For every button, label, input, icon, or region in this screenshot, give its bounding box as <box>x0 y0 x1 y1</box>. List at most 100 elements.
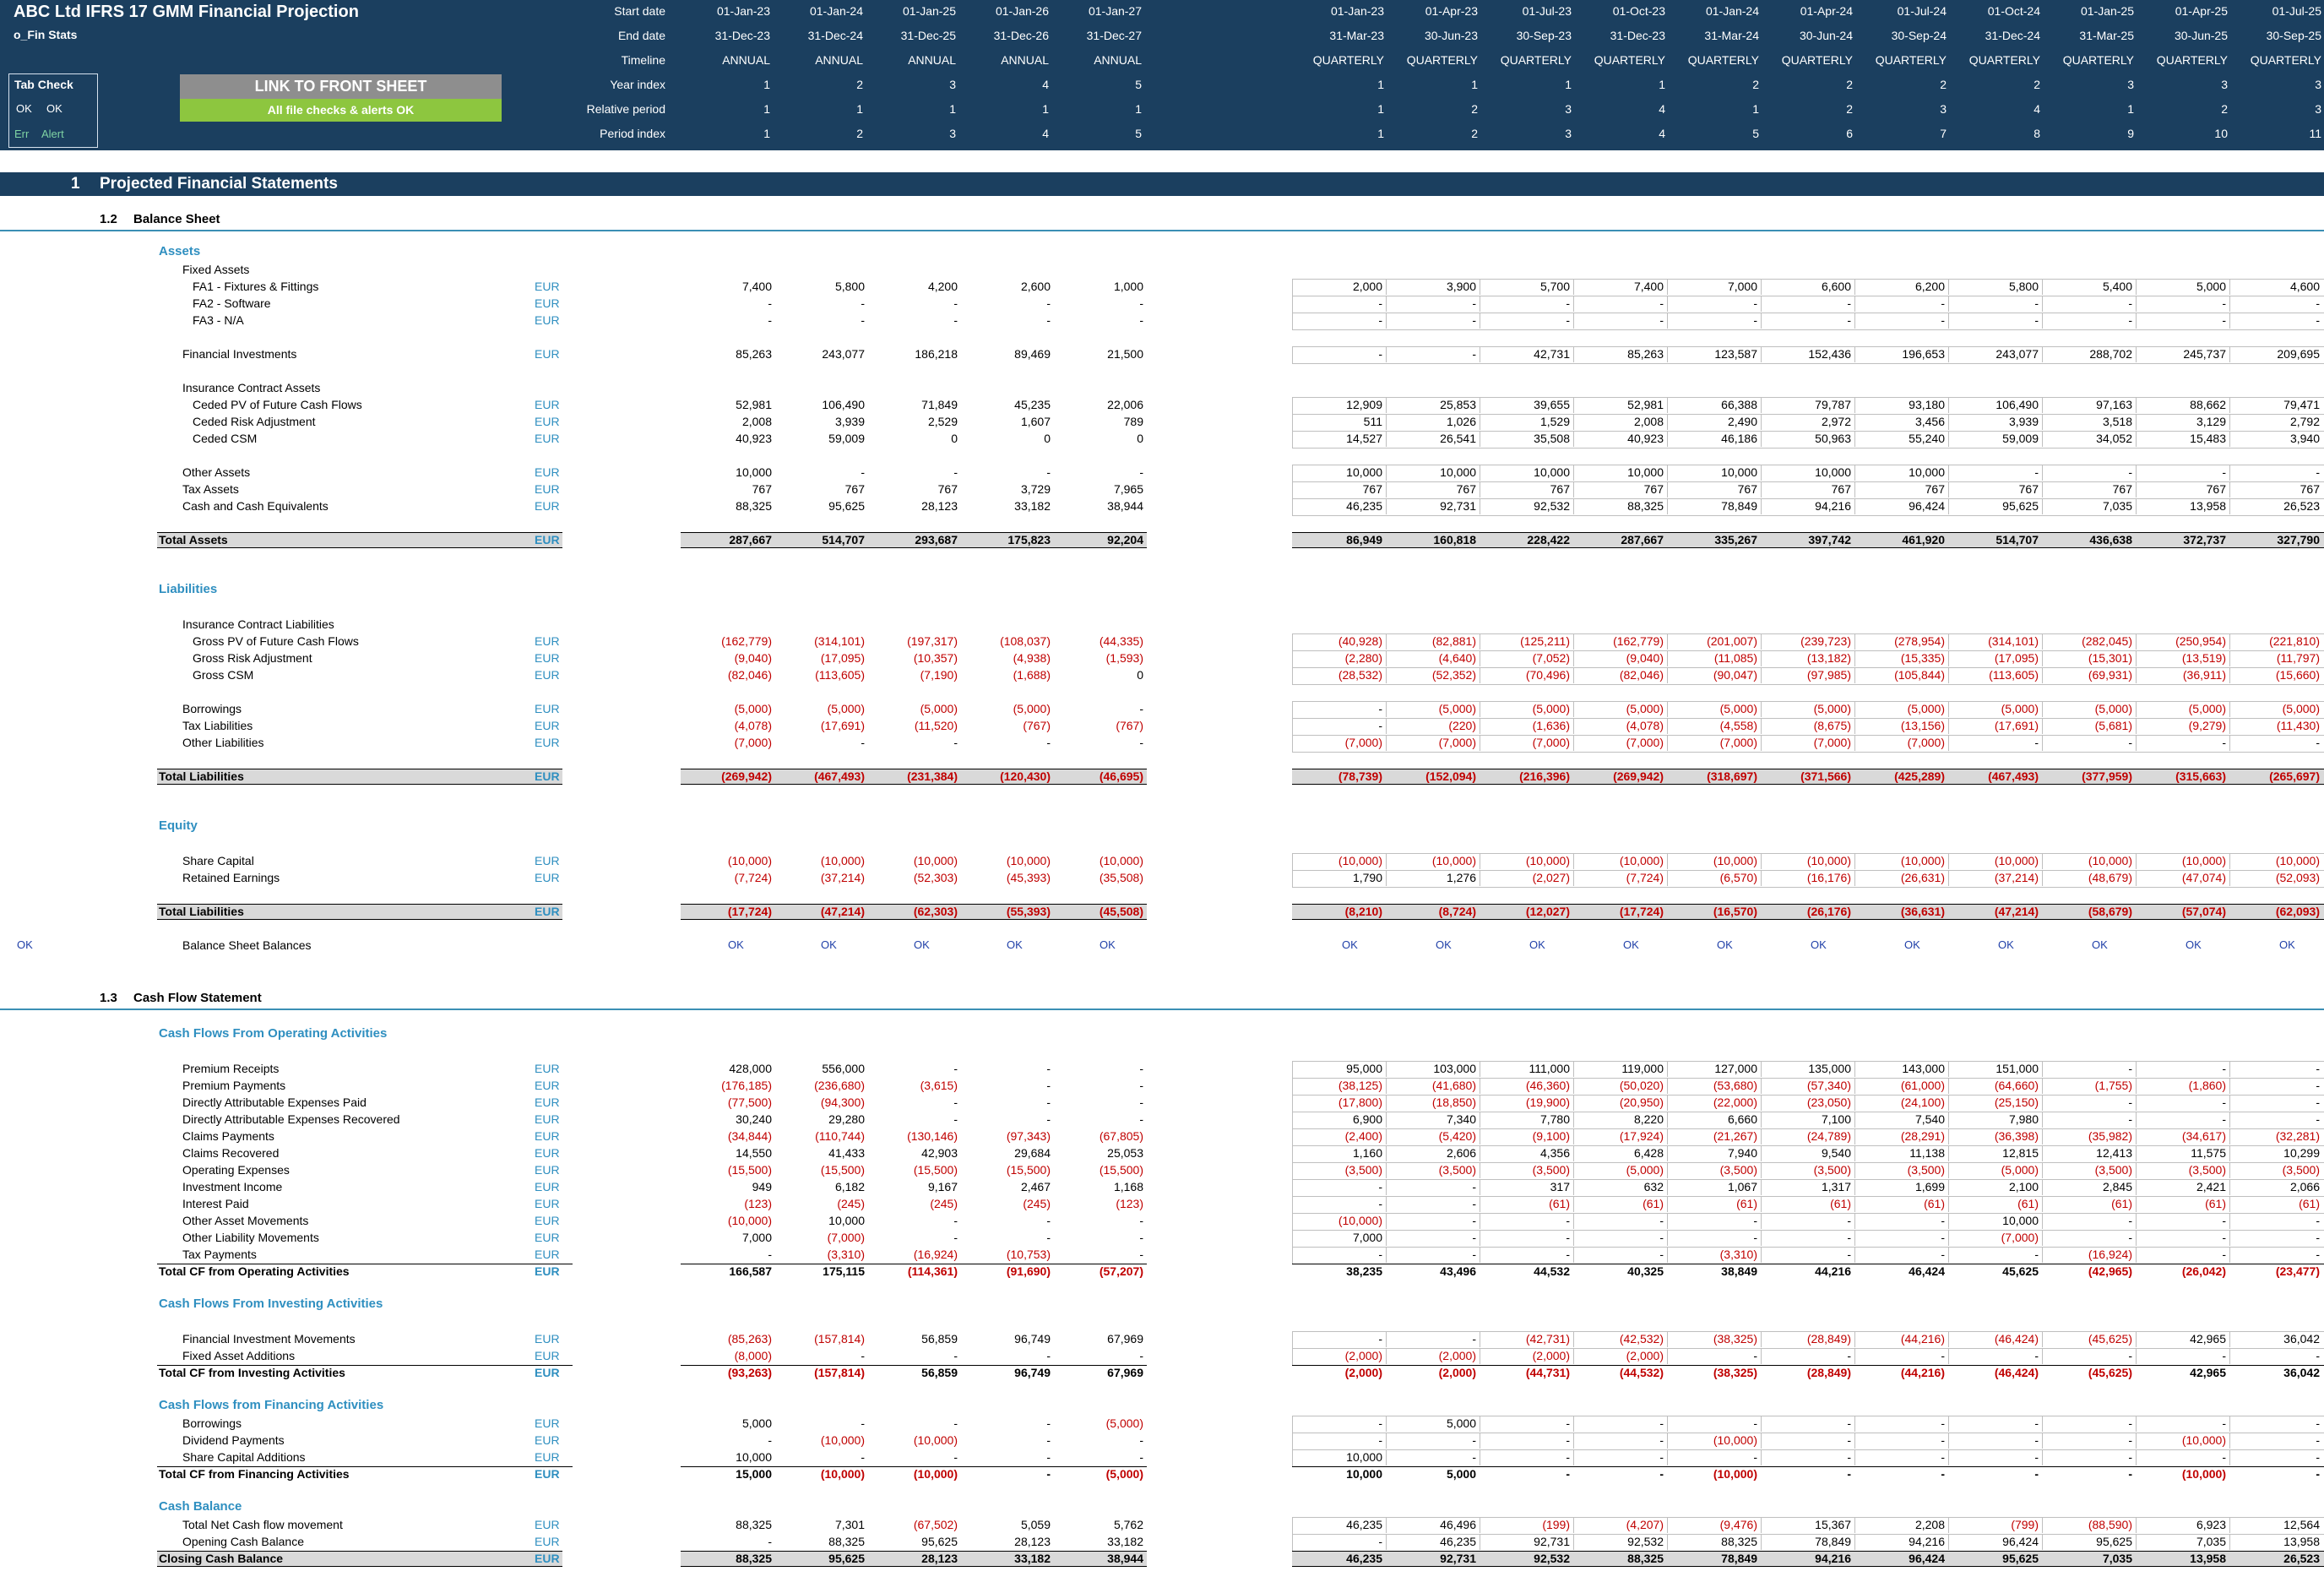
quarterly-period-cell: 6 <box>1846 127 1853 140</box>
quarterly-value-cell: (3,500) <box>1907 1163 1945 1177</box>
quarterly-value-cell: (78,739) <box>1338 769 1382 783</box>
quarterly-row-border <box>1292 1230 2324 1248</box>
annual-check-cell: OK <box>1100 938 1116 951</box>
quarterly-cell-divider <box>2229 1449 2230 1465</box>
quarterly-period-cell: 31-Dec-23 <box>1610 29 1665 42</box>
unit-label: EUR <box>535 1450 560 1464</box>
annual-value-cell: - <box>1046 313 1051 327</box>
quarterly-value-cell: (8,210) <box>1344 905 1382 918</box>
quarterly-cell-divider <box>2042 414 2043 430</box>
annual-value-cell: 1,607 <box>1020 415 1051 428</box>
quarterly-cell-divider <box>2136 718 2137 734</box>
quarterly-value-cell: - <box>1378 296 1382 310</box>
quarterly-value-cell: 40,325 <box>1627 1264 1664 1278</box>
quarterly-value-cell: 3,939 <box>2008 415 2039 428</box>
quarterly-value-cell: 7,980 <box>2008 1112 2039 1126</box>
quarterly-value-cell: (2,000) <box>1626 1349 1664 1362</box>
annual-value-cell: 88,325 <box>736 1518 772 1531</box>
quarterly-period-cell: 01-Jan-23 <box>1330 4 1384 18</box>
annual-value-cell: 21,500 <box>1107 347 1143 361</box>
quarterly-cell-divider <box>1667 431 1668 447</box>
quarterly-value-cell: (10,000) <box>1431 854 1476 867</box>
quarterly-cell-divider <box>1386 650 1387 666</box>
quarterly-value-cell: 95,000 <box>1346 1062 1382 1075</box>
quarterly-cell-divider <box>1948 313 1949 329</box>
annual-value-cell: 38,944 <box>1107 1552 1143 1565</box>
quarterly-value-cell: (7,724) <box>1626 871 1664 884</box>
annual-value-cell: (67,805) <box>1099 1129 1143 1143</box>
unit-label: EUR <box>535 1062 560 1075</box>
quarterly-cell-divider <box>2136 397 2137 413</box>
annual-check-cell: OK <box>1007 938 1023 951</box>
quarterly-period-cell: QUARTERLY <box>1500 53 1572 67</box>
annual-value-cell: (108,037) <box>1000 634 1051 648</box>
annual-value-cell: 2,600 <box>1020 280 1051 293</box>
quarterly-cell-divider <box>1948 1416 1949 1432</box>
quarterly-cell-divider <box>1948 1078 1949 1094</box>
total-row-underline <box>157 919 562 920</box>
quarterly-value-cell: (34,617) <box>2181 1129 2226 1143</box>
quarterly-cell-divider <box>1386 870 1387 886</box>
annual-value-cell: - <box>861 313 865 327</box>
annual-value-cell: 2,008 <box>741 415 772 428</box>
annual-value-cell: 89,469 <box>1014 347 1051 361</box>
quarterly-value-cell: - <box>2222 1349 2226 1362</box>
quarterly-value-cell: 767 <box>1550 482 1570 496</box>
quarterly-cell-divider <box>2136 1078 2137 1094</box>
quarterly-cell-divider <box>1948 1095 1949 1111</box>
quarterly-value-cell: (44,532) <box>1619 1366 1664 1379</box>
line-item-label: Tax Payments <box>182 1248 257 1261</box>
quarterly-value-cell: (24,100) <box>1900 1096 1945 1109</box>
quarterly-value-cell: (11,085) <box>1713 651 1757 665</box>
annual-period-cell: 31-Dec-27 <box>1086 29 1142 42</box>
quarterly-period-cell: QUARTERLY <box>1406 53 1478 67</box>
quarterly-cell-divider <box>1667 650 1668 666</box>
quarterly-row-border <box>1292 667 2324 685</box>
quarterly-value-cell: - <box>1753 296 1757 310</box>
annual-value-cell: - <box>1046 1079 1051 1092</box>
quarterly-cell-divider <box>2042 667 2043 683</box>
annual-value-cell: 5,762 <box>1113 1518 1143 1531</box>
quarterly-cell-divider <box>2136 853 2137 869</box>
unit-label: EUR <box>535 651 560 665</box>
link-to-front-sheet-button[interactable]: LINK TO FRONT SHEET <box>180 74 502 99</box>
annual-value-cell: (110,744) <box>815 1129 865 1143</box>
quarterly-value-cell: (57,074) <box>2181 905 2226 918</box>
quarterly-value-cell: - <box>1472 1180 1476 1193</box>
quarterly-period-cell: 3 <box>1565 102 1572 116</box>
quarterly-cell-divider <box>1761 633 1762 650</box>
quarterly-check-cell: OK <box>1623 938 1639 951</box>
annual-value-cell: (57,207) <box>1099 1264 1143 1278</box>
line-heading: Insurance Contract Liabilities <box>182 617 334 631</box>
annual-value-cell: 30,240 <box>736 1112 772 1126</box>
quarterly-cell-divider <box>1854 1179 1855 1195</box>
annual-value-cell: 949 <box>752 1180 772 1193</box>
quarterly-value-cell: (38,125) <box>1338 1079 1382 1092</box>
annual-value-cell: - <box>861 736 865 749</box>
quarterly-period-cell: 4 <box>1659 127 1665 140</box>
quarterly-cell-divider <box>1667 465 1668 481</box>
quarterly-value-cell: (28,849) <box>1806 1332 1851 1346</box>
total-row-underline <box>157 784 562 785</box>
quarterly-value-cell: 436,638 <box>2089 533 2132 546</box>
quarterly-cell-divider <box>2136 1179 2137 1195</box>
quarterly-value-cell: 6,200 <box>1914 280 1945 293</box>
unit-label: EUR <box>535 432 560 445</box>
quarterly-value-cell: - <box>1659 1248 1664 1261</box>
annual-value-cell: (91,690) <box>1006 1264 1051 1278</box>
quarterly-value-cell: - <box>2222 1231 2226 1244</box>
annual-value-cell: (82,046) <box>727 668 772 682</box>
quarterly-cell-divider <box>2042 718 2043 734</box>
quarterly-value-cell: (371,566) <box>1800 769 1851 783</box>
quarterly-value-cell: 7,540 <box>1914 1112 1945 1126</box>
unit-label: EUR <box>535 702 560 715</box>
unit-label: EUR <box>535 1129 560 1143</box>
unit-label: EUR <box>535 1552 560 1565</box>
unit-label: EUR <box>535 398 560 411</box>
annual-value-cell: (97,343) <box>1006 1129 1051 1143</box>
annual-value-cell: (767) <box>1023 719 1051 732</box>
quarterly-cell-divider <box>1667 414 1668 430</box>
quarterly-value-cell: 3,900 <box>1446 280 1476 293</box>
quarterly-value-cell: (5,000) <box>1907 702 1945 715</box>
quarterly-cell-divider <box>2136 1061 2137 1077</box>
